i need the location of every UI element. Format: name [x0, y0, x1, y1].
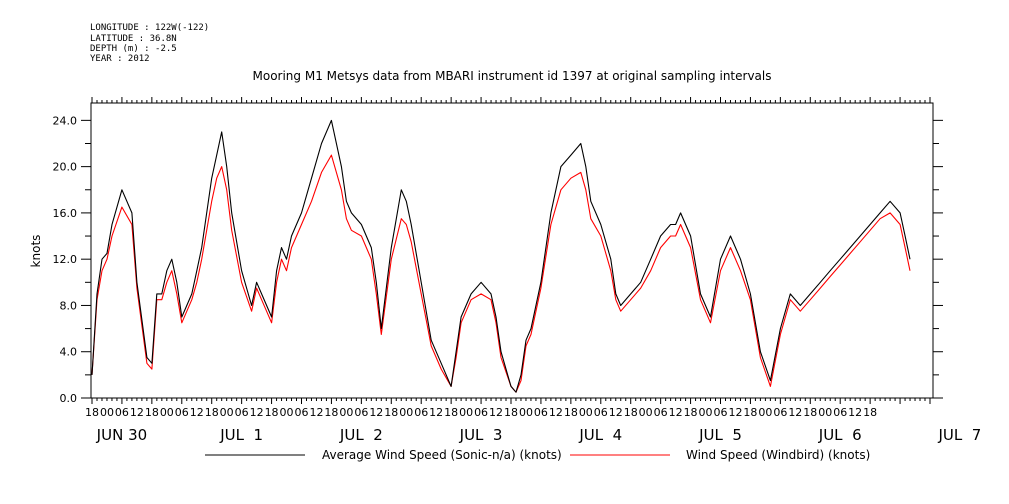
- x-tick-label: 18: [265, 406, 279, 419]
- meta-depth: DEPTH (m) : -2.5: [90, 44, 177, 54]
- axis-ticks: [81, 97, 943, 404]
- x-tick-label: 00: [220, 406, 234, 419]
- x-tick-label: 18: [684, 406, 698, 419]
- x-tick-label: 06: [654, 406, 668, 419]
- x-tick-label: 12: [788, 406, 802, 419]
- x-tick-label: 00: [818, 406, 832, 419]
- x-day-label: JUL 6: [818, 426, 862, 444]
- chart-title: Mooring M1 Metsys data from MBARI instru…: [253, 69, 772, 83]
- x-tick-label: 06: [175, 406, 189, 419]
- x-tick-label: 12: [250, 406, 264, 419]
- x-tick-label: 18: [504, 406, 518, 419]
- legend-label-black: Average Wind Speed (Sonic-n/a) (knots): [322, 448, 562, 462]
- x-day-label: JUL 5: [698, 426, 742, 444]
- y-tick-label: 12.0: [53, 253, 78, 266]
- series-group: [91, 119, 911, 393]
- x-tick-label: 00: [399, 406, 413, 419]
- x-tick-label: 06: [235, 406, 249, 419]
- x-day-label: JUL 7: [938, 426, 982, 444]
- x-tick-label: 12: [489, 406, 503, 419]
- x-day-label: JUL 4: [578, 426, 622, 444]
- x-tick-label: 12: [669, 406, 683, 419]
- x-tick-label: 18: [743, 406, 757, 419]
- x-tick-label: 18: [803, 406, 817, 419]
- x-tick-label: 00: [519, 406, 533, 419]
- x-day-label: JUN 30: [96, 426, 147, 444]
- x-tick-label: 12: [549, 406, 563, 419]
- x-tick-label: 12: [728, 406, 742, 419]
- x-tick-label: 00: [339, 406, 353, 419]
- x-tick-label: 00: [160, 406, 174, 419]
- x-tick-label: 12: [190, 406, 204, 419]
- x-tick-label: 18: [85, 406, 99, 419]
- x-tick-label: 06: [534, 406, 548, 419]
- x-tick-label: 18: [324, 406, 338, 419]
- x-tick-label: 00: [100, 406, 114, 419]
- x-tick-label: 12: [609, 406, 623, 419]
- legend: Average Wind Speed (Sonic-n/a) (knots) W…: [205, 448, 870, 462]
- series-line-windbird-wind-speed: [91, 154, 911, 393]
- x-tick-label: 00: [280, 406, 294, 419]
- x-tick-label: 00: [459, 406, 473, 419]
- x-tick-label: 18: [384, 406, 398, 419]
- x-axis-tick-labels: 18 00 06 12 18 00 06 12 18 00 06 12 18 00 06 12 18 00 06 12…: [85, 406, 877, 419]
- series-line-average-wind-speed: [91, 119, 911, 393]
- x-tick-label: 06: [295, 406, 309, 419]
- x-tick-label: 06: [594, 406, 608, 419]
- y-axis-tick-labels: 0.0 4.0 8.0 12.0 16.0 20.0 24.0: [53, 114, 78, 405]
- x-day-label: JUL 3: [459, 426, 503, 444]
- legend-label-red: Wind Speed (Windbird) (knots): [686, 448, 870, 462]
- metadata-block: LONGITUDE : 122W(-122) LATITUDE : 36.8N …: [90, 23, 209, 64]
- y-tick-label: 16.0: [53, 207, 78, 220]
- x-tick-label: 18: [444, 406, 458, 419]
- y-tick-label: 20.0: [53, 161, 78, 174]
- plot-frame: [90, 102, 934, 399]
- y-tick-label: 8.0: [60, 299, 78, 312]
- x-tick-label: 06: [474, 406, 488, 419]
- x-tick-label: 00: [699, 406, 713, 419]
- x-day-label: JUL 2: [339, 426, 383, 444]
- x-tick-label: 06: [714, 406, 728, 419]
- x-tick-label: 18: [145, 406, 159, 419]
- x-tick-label: 00: [758, 406, 772, 419]
- x-tick-label: 00: [639, 406, 653, 419]
- x-tick-label: 18: [624, 406, 638, 419]
- x-day-label: JUL 1: [219, 426, 263, 444]
- x-tick-label: 06: [115, 406, 129, 419]
- x-tick-label: 12: [130, 406, 144, 419]
- x-tick-label: 18: [564, 406, 578, 419]
- meta-longitude: LONGITUDE : 122W(-122): [90, 23, 209, 33]
- x-tick-label: 00: [579, 406, 593, 419]
- x-tick-label: 06: [773, 406, 787, 419]
- meta-latitude: LATITUDE : 36.8N: [90, 34, 177, 44]
- x-tick-label: 18: [205, 406, 219, 419]
- x-tick-label: 12: [369, 406, 383, 419]
- x-tick-label: 12: [309, 406, 323, 419]
- y-axis-label: knots: [29, 235, 43, 268]
- x-tick-label: 06: [414, 406, 428, 419]
- x-tick-label: 06: [833, 406, 847, 419]
- x-axis-day-labels: JUN 30 JUL 1 JUL 2 JUL 3 JUL 4 JUL 5 JUL 6 JUL …: [96, 426, 982, 444]
- y-tick-label: 24.0: [53, 114, 78, 127]
- y-tick-label: 4.0: [60, 346, 78, 359]
- x-tick-label: 06: [354, 406, 368, 419]
- y-tick-label: 0.0: [60, 392, 78, 405]
- x-tick-label: 12: [429, 406, 443, 419]
- meta-year: YEAR : 2012: [90, 54, 150, 64]
- x-tick-label: 12: [848, 406, 862, 419]
- x-tick-label: 18: [863, 406, 877, 419]
